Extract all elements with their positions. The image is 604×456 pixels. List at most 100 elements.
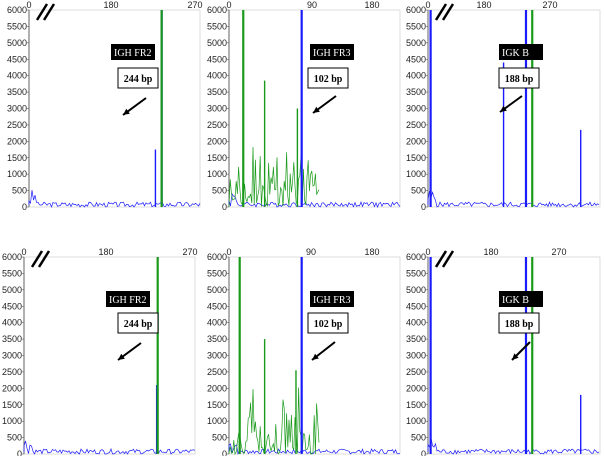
y-tick-label: 5500 <box>7 21 27 31</box>
y-tick-label: 0 <box>222 449 227 456</box>
x-tick-label: 0 <box>425 0 430 10</box>
y-tick-label: 6000 <box>7 5 27 15</box>
y-tick-label: 1000 <box>406 416 426 426</box>
electropherogram-panel-3: 0 500 1000 1500 2000 2500 3000 3500 4000 4500 5000… <box>406 0 601 212</box>
x-tick-label: 180 <box>476 0 491 10</box>
y-tick-label: 4000 <box>207 71 227 81</box>
y-tick-label: 5500 <box>406 21 426 31</box>
y-tick-label: 1500 <box>207 153 227 163</box>
y-tick-label: 6000 <box>2 252 22 262</box>
y-tick-label: 3000 <box>406 351 426 361</box>
electropherogram-panel-5: 0 500 1000 1500 2000 2500 3000 3500 4000 4500 5000… <box>207 247 401 456</box>
x-tick-label: 90 <box>307 0 317 10</box>
plot-area <box>28 9 201 208</box>
electropherogram-panel-1: 0 500 1000 1500 2000 2500 3000 3500 4000 4500 5000… <box>7 0 203 212</box>
axis-break-icon <box>434 3 455 21</box>
fragment-size-box: 244 bp <box>117 67 159 89</box>
y-tick-label: 5000 <box>406 285 426 295</box>
y-tick-label: 4500 <box>2 301 22 311</box>
y-tick-label: 3500 <box>207 87 227 97</box>
baseline-noise <box>228 387 401 456</box>
x-tick-label: 0 <box>226 0 231 10</box>
y-tick-label: 1500 <box>406 400 426 410</box>
y-tick-label: 3000 <box>2 351 22 361</box>
y-tick-label: 4500 <box>207 54 227 64</box>
arrow-icon <box>311 341 336 361</box>
fragment-size-box: 102 bp <box>307 312 349 334</box>
y-tick-label: 3500 <box>207 334 227 344</box>
y-tick-label: 2000 <box>7 136 27 146</box>
y-tick-label: 1000 <box>2 416 22 426</box>
y-tick-label: 1500 <box>2 400 22 410</box>
fragment-size-text: 102 bp <box>314 319 343 330</box>
fragment-size-box: 188 bp <box>498 312 540 334</box>
y-tick-label: 4500 <box>207 301 227 311</box>
y-tick-label: 3000 <box>7 104 27 114</box>
marker-label-text: IGK B <box>502 48 529 59</box>
y-tick-label: 0 <box>222 202 227 212</box>
arrow-icon <box>122 97 147 116</box>
y-tick-label: 5500 <box>2 268 22 278</box>
y-tick-label: 500 <box>212 186 227 196</box>
x-tick-label: 270 <box>187 0 202 10</box>
y-tick-label: 4500 <box>7 54 27 64</box>
baseline-noise <box>23 440 196 455</box>
y-tick-label: 2500 <box>207 120 227 130</box>
y-tick-label: 5500 <box>207 21 227 31</box>
plot-area <box>23 256 196 455</box>
axis-break-icon <box>30 250 51 268</box>
y-tick-label: 500 <box>7 433 22 443</box>
y-tick-label: 2500 <box>2 367 22 377</box>
x-tick-label: 180 <box>364 0 379 10</box>
y-tick-label: 2500 <box>7 120 27 130</box>
fragment-size-text: 244 bp <box>124 74 153 85</box>
y-tick-label: 500 <box>12 186 27 196</box>
y-tick-label: 0 <box>421 449 426 456</box>
marker-label-text: IGH FR3 <box>313 48 351 59</box>
x-tick-label: 270 <box>542 0 557 10</box>
y-tick-label: 2000 <box>2 383 22 393</box>
y-tick-label: 0 <box>421 202 426 212</box>
x-tick-label: 180 <box>364 247 379 257</box>
marker-label-tag: IGK B <box>499 44 543 60</box>
y-tick-label: 5000 <box>406 38 426 48</box>
arrow-icon <box>511 341 531 361</box>
x-tick-label: 0 <box>26 0 31 10</box>
marker-label-tag: IGH FR3 <box>310 291 354 307</box>
y-tick-label: 2500 <box>207 367 227 377</box>
marker-label-tag: IGH FR2 <box>106 291 150 307</box>
y-tick-label: 500 <box>411 186 426 196</box>
y-tick-label: 0 <box>22 202 27 212</box>
electropherogram-panel-6: 0 500 1000 1500 2000 2500 3000 3500 4000 4500 5000… <box>406 247 601 456</box>
electropherogram-panel-2: 0 500 1000 1500 2000 2500 3000 3500 4000 4500 5000… <box>207 0 401 212</box>
y-tick-label: 4000 <box>406 71 426 81</box>
y-tick-label: 1000 <box>406 169 426 179</box>
y-tick-label: 2000 <box>207 383 227 393</box>
y-tick-label: 0 <box>17 449 22 456</box>
y-tick-label: 4000 <box>207 318 227 328</box>
y-tick-label: 2500 <box>406 120 426 130</box>
y-tick-label: 5000 <box>207 285 227 295</box>
y-tick-label: 5500 <box>406 268 426 278</box>
y-tick-label: 5000 <box>2 285 22 295</box>
marker-label-tag: IGH FR2 <box>111 44 155 60</box>
marker-label-text: IGH FR3 <box>313 295 351 306</box>
x-tick-label: 270 <box>551 247 566 257</box>
y-tick-label: 4000 <box>406 318 426 328</box>
x-tick-label: 270 <box>182 247 197 257</box>
plot-area <box>228 9 401 208</box>
y-tick-label: 3500 <box>406 334 426 344</box>
y-tick-label: 1500 <box>7 153 27 163</box>
baseline-noise <box>427 190 600 208</box>
fragment-size-box: 102 bp <box>307 67 349 89</box>
y-tick-label: 2000 <box>406 383 426 393</box>
x-tick-label: 0 <box>21 247 26 257</box>
x-tick-label: 0 <box>425 247 430 257</box>
y-tick-label: 3500 <box>2 334 22 344</box>
marker-label-text: IGH FR2 <box>109 295 147 306</box>
y-tick-label: 4500 <box>406 301 426 311</box>
fragment-size-text: 188 bp <box>505 319 534 330</box>
y-tick-label: 500 <box>411 433 426 443</box>
y-tick-label: 6000 <box>207 252 227 262</box>
y-tick-label: 1000 <box>207 169 227 179</box>
